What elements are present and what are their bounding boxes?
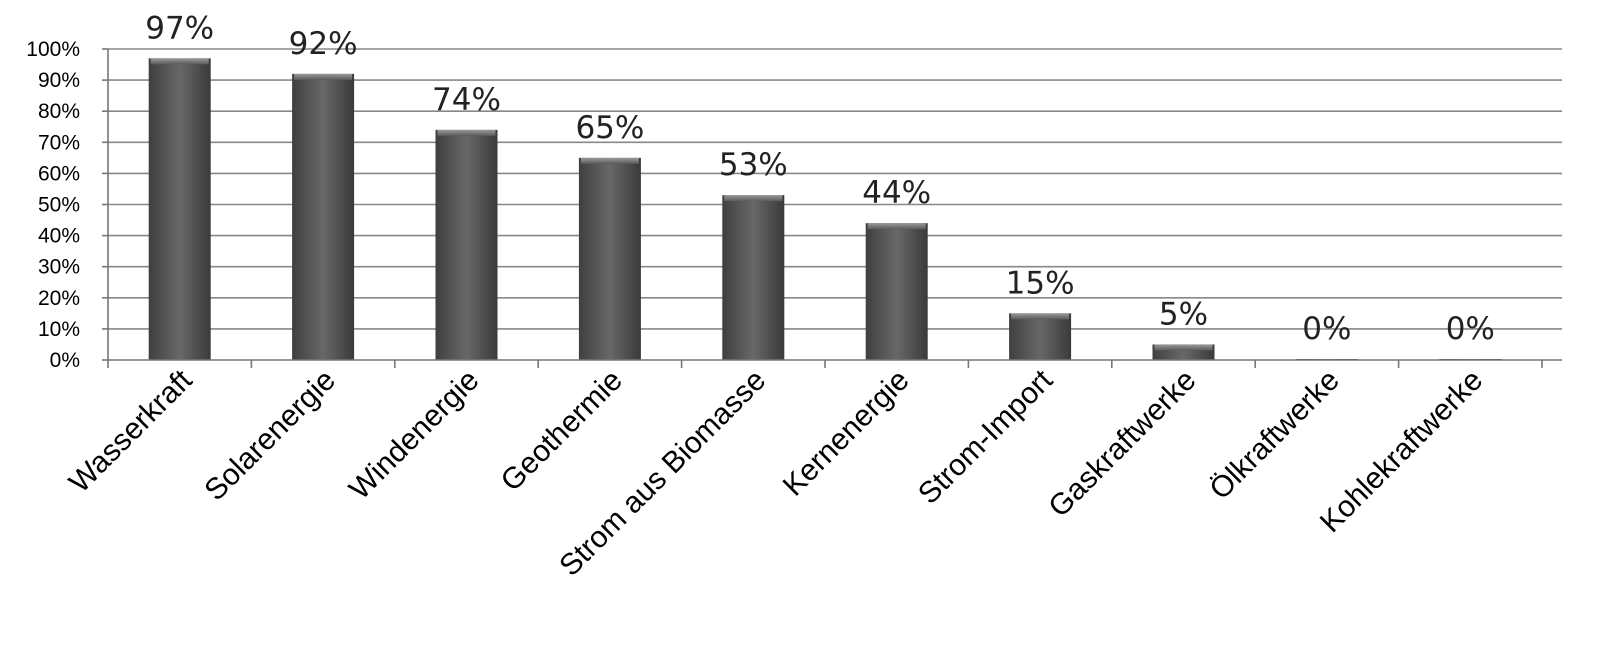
bar-cap — [580, 157, 639, 164]
x-category-label: Strom-Import — [912, 363, 1060, 511]
bars — [148, 58, 1502, 361]
bar-5 — [722, 195, 785, 360]
bar-cap — [867, 223, 926, 230]
y-tick-label: 60% — [38, 162, 80, 185]
data-label: 44% — [862, 175, 931, 211]
data-label: 5% — [1159, 296, 1208, 332]
y-tick-label: 40% — [38, 225, 80, 248]
bar-3 — [435, 129, 498, 360]
bar-8 — [1152, 344, 1215, 360]
bar-2 — [292, 73, 355, 360]
data-label: 74% — [432, 82, 501, 118]
y-tick-label: 90% — [38, 69, 80, 92]
data-label: 0% — [1302, 311, 1351, 347]
bar-cap — [1154, 344, 1213, 351]
data-label: 53% — [719, 147, 788, 183]
data-label: 97% — [145, 10, 214, 46]
bar-7 — [1009, 313, 1072, 360]
bar-body — [722, 195, 785, 360]
bar-cap — [724, 195, 783, 202]
bar-body — [865, 223, 928, 360]
y-tick-label: 30% — [38, 256, 80, 279]
bar-body — [435, 129, 498, 360]
bar-6 — [865, 223, 928, 360]
x-category-label: Kernenergie — [777, 364, 916, 503]
y-tick-label: 10% — [38, 318, 80, 341]
x-category-label: Windenergie — [343, 364, 485, 506]
bar-4 — [578, 157, 641, 360]
y-tick-label: 70% — [38, 131, 80, 154]
data-labels: 97% 92% 74% 65% 53% 44% 15% 5% 0% 0% — [145, 10, 1495, 347]
data-label: 0% — [1446, 311, 1495, 347]
bar-cap — [150, 58, 209, 65]
x-category-label: Gaskraftwerke — [1042, 364, 1202, 524]
bar-cap — [437, 129, 496, 136]
x-category-label: Wasserkraft — [63, 363, 199, 499]
y-tick-label: 0% — [50, 349, 80, 372]
bar-body — [1009, 313, 1072, 360]
x-category-label: Geothermie — [495, 364, 629, 498]
y-axis-tick-labels: 0% 10% 20% 30% 40% 50% 60% 70% 80% 90% 100% — [26, 38, 80, 372]
bar-cap — [294, 73, 353, 80]
bar-body — [148, 58, 211, 361]
y-tick-label: 20% — [38, 287, 80, 310]
data-label: 65% — [575, 110, 644, 146]
bar-cap — [1011, 313, 1070, 320]
bar-body — [292, 73, 355, 360]
y-tick-label: 80% — [38, 100, 80, 123]
y-tick-label: 50% — [38, 194, 80, 217]
x-axis-category-labels: Wasserkraft Solarenergie Windenergie Geothe… — [63, 363, 1489, 583]
data-label: 92% — [289, 26, 358, 62]
bar-body — [578, 157, 641, 360]
data-label: 15% — [1006, 265, 1075, 301]
y-tick-label: 100% — [26, 38, 80, 61]
x-axis — [107, 359, 1562, 368]
bar-1 — [148, 58, 211, 361]
x-category-label: Solarenergie — [198, 364, 342, 508]
x-category-label: Ölkraftwerke — [1203, 364, 1345, 506]
